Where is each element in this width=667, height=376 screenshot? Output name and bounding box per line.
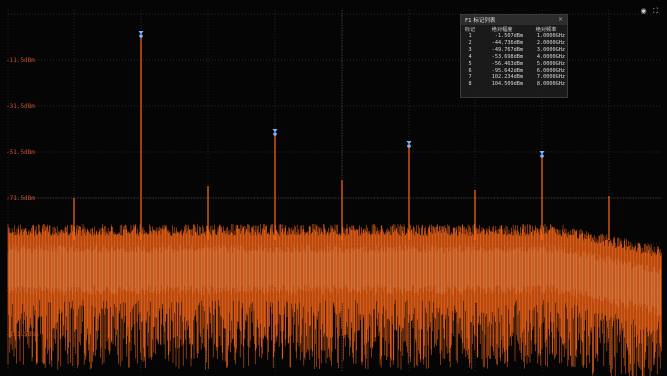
marker-amplitude: -49.767dBm	[491, 46, 524, 53]
marker-index: 2	[468, 39, 472, 46]
marker-frequency: 2.0000GHz	[536, 39, 565, 46]
marker-frequency: 6.0000GHz	[536, 67, 565, 74]
column-header-marker: 标记	[464, 26, 476, 33]
marker-index: 6	[468, 67, 472, 74]
marker-frequency: 5.0000GHz	[536, 60, 565, 67]
marker-frequency: 1.0000GHz	[536, 33, 565, 39]
marker-amplitude: -44.736dBm	[491, 39, 524, 46]
y-axis-label: -11.5dBm	[6, 57, 35, 64]
marker-point	[407, 144, 411, 148]
marker-index: 5	[468, 60, 472, 67]
marker-amplitude: -1.507dBm	[494, 33, 524, 39]
table-header-row: 标记 绝对幅度 绝对频率	[461, 25, 567, 33]
marker-index: 3	[468, 46, 472, 53]
fullscreen-icon[interactable]: ⛶	[653, 7, 658, 15]
marker-triangle	[272, 129, 278, 133]
marker-index: 4	[468, 53, 472, 60]
marker-index: 8	[468, 81, 472, 88]
panel-title-bar[interactable]: F1 标记列表 ×	[461, 15, 567, 25]
column-header-frequency: 绝对频率	[535, 26, 557, 33]
marker-point	[139, 34, 143, 38]
column-header-amplitude: 绝对幅度	[491, 26, 513, 33]
marker-amplitude: 102.234dBm	[491, 74, 524, 81]
table-row[interactable]: 6 -95.642dBm 6.0000GHz	[461, 68, 567, 75]
marker-index: 1	[468, 33, 472, 39]
marker-table: 标记 绝对幅度 绝对频率 1 -1.507dBm 1.0000GHz 2 -44.73…	[461, 25, 567, 88]
marker-triangle	[539, 151, 545, 155]
table-row[interactable]: 1 -1.507dBm 1.0000GHz	[461, 33, 567, 40]
marker-point	[540, 154, 544, 158]
marker-amplitude: 104.509dBm	[491, 81, 524, 88]
marker-amplitude: -56.463dBm	[491, 60, 524, 67]
close-icon[interactable]: ×	[557, 16, 563, 23]
marker-frequency: 7.0000GHz	[536, 74, 565, 81]
marker-frequency: 4.0000GHz	[536, 53, 565, 60]
table-row[interactable]: 7 102.234dBm 7.0000GHz	[461, 74, 567, 81]
marker-amplitude: -95.642dBm	[491, 67, 524, 74]
marker-triangle	[138, 31, 144, 35]
camera-icon[interactable]: ◉	[640, 7, 647, 15]
top-toolbar: ◉ ⛶	[640, 8, 659, 15]
marker-list-panel[interactable]: F1 标记列表 × 标记 绝对幅度 绝对频率 1 -1.507dBm 1.0000G…	[460, 14, 568, 98]
marker-triangle	[406, 141, 412, 145]
harmonic-spikes	[73, 36, 610, 240]
marker-frequency: 3.0000GHz	[536, 46, 565, 53]
table-row[interactable]: 3 -49.767dBm 3.0000GHz	[461, 47, 567, 54]
y-axis-label: -71.5dBm	[6, 195, 35, 202]
y-axis-label: -51.5dBm	[6, 149, 35, 156]
marker-point	[273, 132, 277, 136]
marker-frequency: 8.0000GHz	[536, 81, 565, 88]
noise-floor-trace	[7, 224, 662, 376]
marker-amplitude: -53.698dBm	[491, 53, 524, 60]
table-row[interactable]: 4 -53.698dBm 4.0000GHz	[461, 54, 567, 61]
y-axis-label: -131.5dBm	[6, 331, 39, 338]
y-axis-label: -31.5dBm	[6, 103, 35, 110]
panel-title: F1 标记列表	[465, 18, 496, 24]
y-axis-label: -111.5dBm	[6, 287, 39, 294]
table-row[interactable]: 5 -56.463dBm 5.0000GHz	[461, 61, 567, 68]
marker-index: 7	[468, 74, 472, 81]
table-row[interactable]: 8 104.509dBm 8.0000GHz	[461, 81, 567, 88]
table-row[interactable]: 2 -44.736dBm 2.0000GHz	[461, 40, 567, 47]
marker-points	[138, 31, 545, 158]
